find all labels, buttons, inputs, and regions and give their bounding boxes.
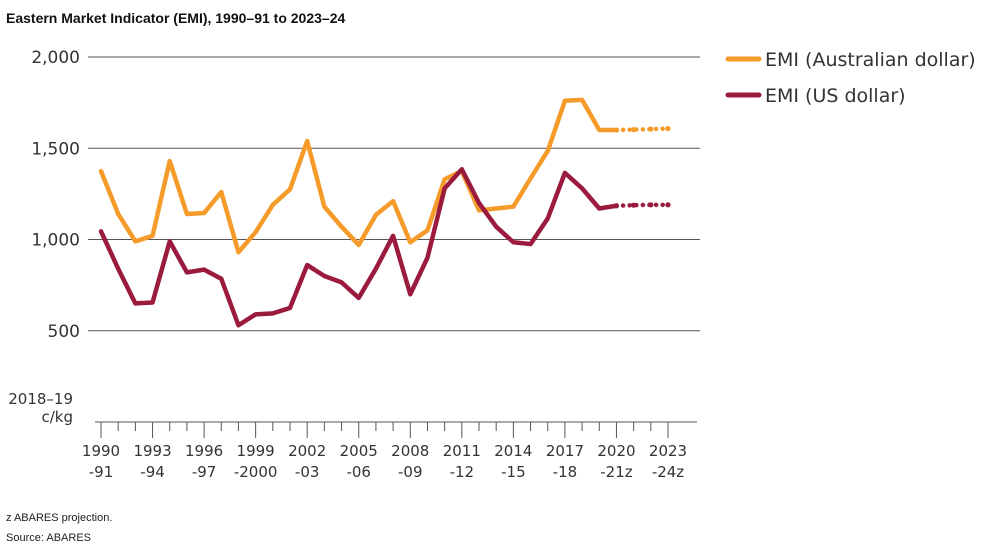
x-tick-label-year: 2011 xyxy=(443,442,481,460)
projection-note: z ABARES projection. xyxy=(6,512,113,524)
x-tick-label-year: 2002 xyxy=(288,442,326,460)
x-tick-label-suffix: -09 xyxy=(398,463,423,481)
x-tick-label-year: 2017 xyxy=(546,442,584,460)
data-point xyxy=(648,202,654,208)
legend-label: EMI (Australian dollar) xyxy=(765,49,976,71)
x-tick-label-suffix: -21z xyxy=(600,463,632,481)
x-tick-label-suffix: -15 xyxy=(501,463,526,481)
chart-title: Eastern Market Indicator (EMI), 1990–91 … xyxy=(6,10,346,26)
x-tick-label-year: 2020 xyxy=(597,442,635,460)
x-tick-label-year: 1999 xyxy=(237,442,275,460)
x-tick-label-year: 1996 xyxy=(185,442,223,460)
x-tick-label-year: 2005 xyxy=(340,442,378,460)
legend: EMI (Australian dollar) EMI (US dollar) xyxy=(725,49,976,107)
y-tick-label: 1,500 xyxy=(31,139,80,159)
x-tick-label-year: 2008 xyxy=(391,442,429,460)
x-tick-label-suffix: -12 xyxy=(450,463,475,481)
y-tick-label: 1,000 xyxy=(31,231,80,251)
x-axis: 1990 -91 1993 -94 1996 -97 1999 -2000 2002 -03 200… xyxy=(82,421,697,481)
data-point xyxy=(613,127,620,133)
y-tick-labels: 2,000 1,500 1,000 500 xyxy=(31,48,80,342)
x-tick-label-year: 2023 xyxy=(649,442,687,460)
data-point xyxy=(665,202,671,208)
y-axis-unit-line1: 2018–19 xyxy=(8,390,73,408)
x-tick-label-suffix: -06 xyxy=(346,463,371,481)
series-projection-line xyxy=(614,126,671,133)
legend-label: EMI (US dollar) xyxy=(765,85,906,107)
data-point xyxy=(648,126,654,132)
x-tick-label-suffix: -18 xyxy=(553,463,578,481)
series-projection-line xyxy=(614,202,671,208)
x-tick-label-suffix: -94 xyxy=(140,463,165,481)
data-point xyxy=(665,125,671,132)
series-emi-aud xyxy=(98,97,671,255)
x-tick-label-suffix: -2000 xyxy=(234,463,278,481)
x-tick-label-suffix: -91 xyxy=(89,463,114,481)
x-tick-label-suffix: -24z xyxy=(652,463,684,481)
data-point xyxy=(631,202,637,208)
y-tick-label: 2,000 xyxy=(31,48,80,68)
source-note: Source: ABARES xyxy=(6,532,91,544)
x-tick-label-year: 1993 xyxy=(133,442,171,460)
y-tick-label: 500 xyxy=(48,322,80,342)
data-point xyxy=(613,203,620,209)
x-tick-label-suffix: -97 xyxy=(192,463,217,481)
y-axis-unit-line2: c/kg xyxy=(41,408,73,426)
series-emi-usd xyxy=(98,166,671,328)
x-tick-label-year: 2014 xyxy=(494,442,532,460)
x-tick-label-suffix: -03 xyxy=(295,463,320,481)
x-tick-label-year: 1990 xyxy=(82,442,120,460)
series-layer xyxy=(98,97,671,328)
data-point xyxy=(631,127,637,133)
